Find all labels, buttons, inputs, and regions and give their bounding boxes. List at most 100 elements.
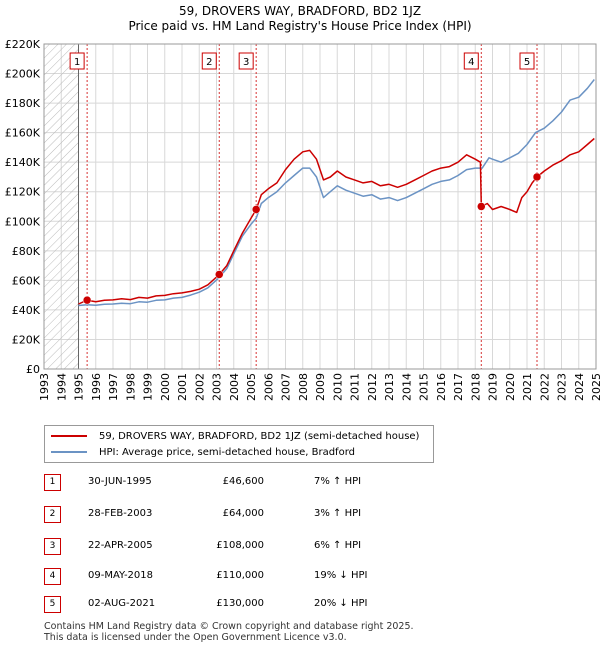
y-tick-label: £100K xyxy=(5,215,41,228)
y-tick-label: £60K xyxy=(12,274,41,287)
x-tick-label: 2022 xyxy=(538,373,551,401)
sale-number-box xyxy=(69,52,85,70)
x-tick-label: 1997 xyxy=(107,373,120,401)
x-tick-label: 2013 xyxy=(383,373,396,401)
sale-date: 28-FEB-2003 xyxy=(88,508,153,519)
sale-price: £46,600 xyxy=(222,476,264,487)
sale-date: 22-APR-2005 xyxy=(88,540,153,551)
sale-marker xyxy=(532,172,542,182)
x-tick-label: 2000 xyxy=(159,373,172,401)
x-tick-label: 2018 xyxy=(469,373,482,401)
x-tick-label: 2017 xyxy=(452,373,465,401)
legend-price-label: 59, DROVERS WAY, BRADFORD, BD2 1JZ (semi… xyxy=(99,430,420,442)
hpi-line xyxy=(78,79,595,307)
x-tick-label: 2021 xyxy=(521,373,534,401)
sale-price: £130,000 xyxy=(216,598,264,609)
legend-item-price: 59, DROVERS WAY, BRADFORD, BD2 1JZ (semi… xyxy=(51,428,419,444)
y-tick-label: £20K xyxy=(12,333,41,346)
sale-number-badge: 5 xyxy=(44,596,61,613)
table-row: 5 02-AUG-2021 £130,000 20% ↓ HPI xyxy=(44,594,464,614)
y-tick-label: £220K xyxy=(5,38,41,51)
x-tick-label: 2006 xyxy=(262,373,275,401)
table-row: 1 30-JUN-1995 £46,600 7% ↑ HPI xyxy=(44,472,464,492)
legend-item-hpi: HPI: Average price, semi-detached house,… xyxy=(51,444,355,460)
x-tick-label: 1995 xyxy=(73,373,86,401)
table-row: 4 09-MAY-2018 £110,000 19% ↓ HPI xyxy=(44,566,464,586)
chart-title: 59, DROVERS WAY, BRADFORD, BD2 1JZ xyxy=(178,4,422,18)
plot-frame xyxy=(43,43,597,370)
legend-hpi-swatch xyxy=(51,451,87,453)
table-row: 3 22-APR-2005 £108,000 6% ↑ HPI xyxy=(44,536,464,556)
y-tick-label: £0 xyxy=(26,363,40,376)
legend: 59, DROVERS WAY, BRADFORD, BD2 1JZ (semi… xyxy=(44,425,434,463)
legend-hpi-label: HPI: Average price, semi-detached house,… xyxy=(99,446,355,458)
sale-number-text: 3 xyxy=(243,57,249,68)
x-tick-label: 2024 xyxy=(573,373,586,401)
table-row: 2 28-FEB-2003 £64,000 3% ↑ HPI xyxy=(44,504,464,524)
sale-number-box xyxy=(463,52,479,70)
y-tick-label: £200K xyxy=(5,68,41,81)
sale-marker xyxy=(82,295,92,305)
x-tick-label: 2007 xyxy=(280,373,293,401)
x-tick-label: 2023 xyxy=(556,373,569,401)
hatch-layer xyxy=(44,44,79,369)
footer: Contains HM Land Registry data © Crown c… xyxy=(44,621,414,643)
x-tick-label: 2014 xyxy=(400,373,413,401)
sale-hpi-change: 3% ↑ HPI xyxy=(314,508,362,519)
price-paid-line xyxy=(78,137,595,305)
sale-hpi-change: 20% ↓ HPI xyxy=(314,598,368,609)
sale-number-label: 1 xyxy=(69,52,85,70)
series-layer xyxy=(78,79,595,307)
x-tick-label: 1994 xyxy=(55,373,68,401)
sale-number-badge: 3 xyxy=(44,538,61,555)
x-tick-label: 2025 xyxy=(590,373,600,401)
axis-layer: £0 £20K £40K £60K £80K £100K £120K £140K £160K £1… xyxy=(5,38,600,401)
x-tick-label: 1999 xyxy=(142,373,155,401)
sale-number-text: 1 xyxy=(74,57,80,68)
x-tick-label: 2004 xyxy=(228,373,241,401)
sale-number-text: 5 xyxy=(524,57,530,68)
x-tick-label: 2009 xyxy=(314,373,327,401)
sale-markers xyxy=(82,172,542,305)
sale-hpi-change: 7% ↑ HPI xyxy=(314,476,362,487)
x-tick-label: 2015 xyxy=(418,373,431,401)
x-tick-label: 1996 xyxy=(90,373,103,401)
sale-price: £64,000 xyxy=(222,508,264,519)
y-tick-label: £120K xyxy=(5,186,41,199)
y-tick-label: £140K xyxy=(5,156,41,169)
x-tick-label: 2008 xyxy=(297,373,310,401)
sale-date: 30-JUN-1995 xyxy=(88,476,152,487)
sale-marker xyxy=(251,205,261,214)
footer-copyright: Contains HM Land Registry data © Crown c… xyxy=(44,621,414,632)
x-tick-label: 2010 xyxy=(331,373,344,401)
x-tick-label: 2012 xyxy=(366,373,379,401)
sale-marker xyxy=(215,270,224,279)
grid-layer xyxy=(43,43,597,370)
sale-number-box xyxy=(519,52,535,70)
sale-number-label: 3 xyxy=(238,52,254,70)
x-tick-label: 2003 xyxy=(211,373,224,401)
sale-number-box xyxy=(201,52,217,70)
y-tick-label: £40K xyxy=(12,304,41,317)
x-tick-label: 2011 xyxy=(349,373,362,401)
chart-title-block: 59, DROVERS WAY, BRADFORD, BD2 1JZ Price… xyxy=(0,4,600,34)
sale-number-badge: 4 xyxy=(44,568,61,585)
no-data-hatch xyxy=(44,44,79,369)
x-tick-label: 2020 xyxy=(504,373,517,401)
sale-number-badge: 1 xyxy=(44,474,61,491)
sale-date: 02-AUG-2021 xyxy=(88,598,156,609)
y-tick-label: £180K xyxy=(5,97,41,110)
x-tick-label: 2016 xyxy=(435,373,448,401)
sale-marker xyxy=(477,202,486,211)
x-tick-label: 2002 xyxy=(193,373,206,401)
sale-number-label: 5 xyxy=(519,52,535,70)
x-tick-label: 2019 xyxy=(487,373,500,401)
x-tick-label: 1993 xyxy=(38,373,51,401)
sale-hpi-change: 19% ↓ HPI xyxy=(314,570,368,581)
chart-subtitle: Price paid vs. HM Land Registry's House … xyxy=(128,19,472,33)
sale-number-labels: 1 2 3 4 5 xyxy=(69,52,535,70)
sale-number-text: 2 xyxy=(206,57,212,68)
sale-hpi-change: 6% ↑ HPI xyxy=(314,540,362,551)
x-tick-label: 2001 xyxy=(176,373,189,401)
